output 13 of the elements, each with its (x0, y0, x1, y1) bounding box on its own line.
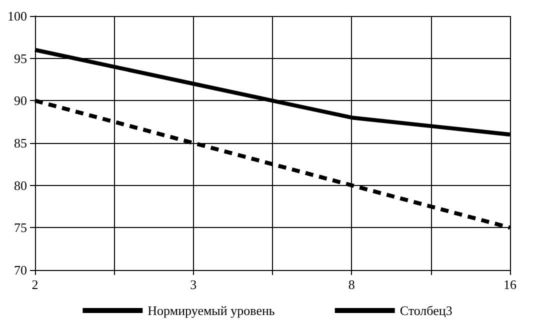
x-tick-label: 8 (348, 277, 355, 292)
x-tick-label: 16 (504, 277, 517, 292)
y-tick-label: 85 (14, 136, 27, 150)
legend-label: Нормируемый уровень (148, 303, 275, 318)
legend-label: Столбец3 (400, 303, 452, 318)
y-tick-label: 70 (14, 262, 27, 278)
y-tick-label: 75 (14, 220, 27, 236)
y-tick-label: 100 (8, 8, 27, 24)
y-tick-label: 95 (14, 50, 27, 66)
y-tick-label: 80 (14, 178, 27, 193)
y-tick-label: 90 (14, 93, 27, 108)
x-tick-label: 2 (32, 277, 38, 292)
x-tick-label: 3 (190, 277, 197, 292)
